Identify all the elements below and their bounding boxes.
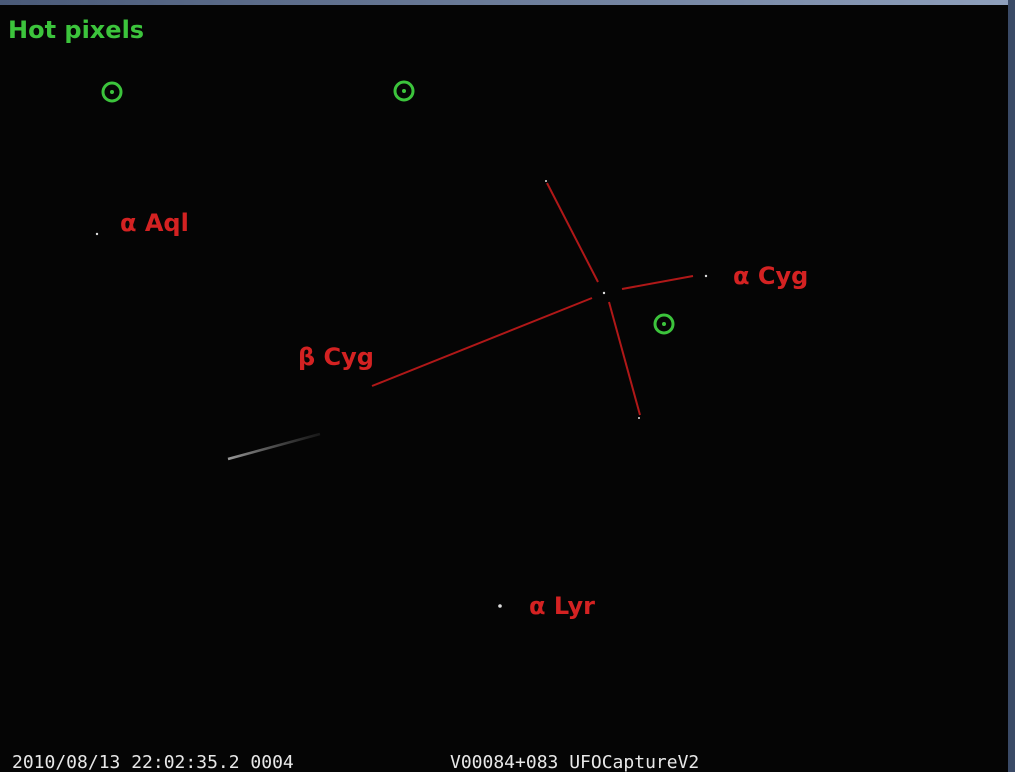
- hot-pixels-label: Hot pixels: [8, 16, 144, 44]
- star-label: β Cyg: [298, 343, 374, 371]
- star: [705, 275, 707, 277]
- star-label: α Lyr: [529, 592, 595, 620]
- sky-image: Hot pixels α Aql α Cyg β Cyg α Lyr 2010/…: [0, 0, 1015, 772]
- right-border: [1008, 0, 1015, 772]
- star-label: α Aql: [120, 209, 189, 237]
- star-label: α Cyg: [733, 262, 808, 290]
- star: [96, 233, 98, 235]
- top-border: [0, 0, 1015, 5]
- star: [638, 417, 640, 419]
- hot-pixel-dot: [402, 89, 406, 93]
- star: [545, 180, 547, 182]
- page: Hot pixels α Aql α Cyg β Cyg α Lyr 2010/…: [0, 0, 1015, 772]
- hot-pixel-dot: [662, 322, 666, 326]
- star: [498, 604, 502, 608]
- background: [0, 0, 1015, 772]
- camera-id: V00084+083 UFOCaptureV2: [450, 752, 699, 772]
- timestamp: 2010/08/13 22:02:35.2 0004: [12, 752, 294, 772]
- star: [603, 292, 605, 294]
- hot-pixel-dot: [110, 90, 114, 94]
